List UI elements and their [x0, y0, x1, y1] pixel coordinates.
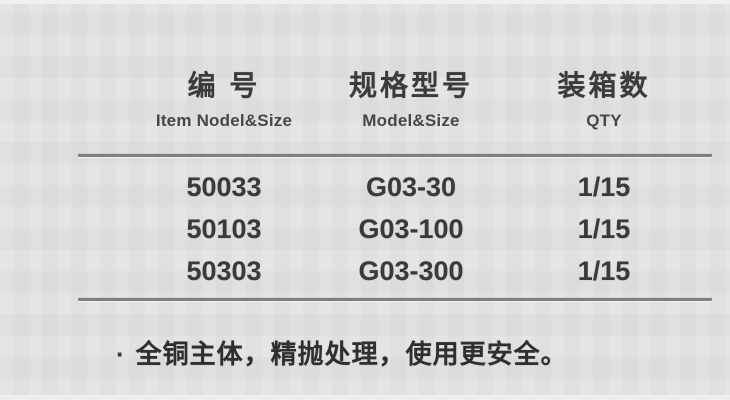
header-qty-zh: 装箱数: [557, 70, 651, 101]
table-bottom-rule: [78, 298, 712, 301]
qty-value: 1/15: [577, 172, 631, 202]
table-row: 50303 G03-300 1/15: [0, 250, 730, 292]
bullet-icon: ·: [116, 339, 126, 369]
feature-note-text: 全铜主体，精抛处理，使用更安全。: [135, 339, 568, 369]
model-value: G03-300: [358, 256, 464, 286]
model-value: G03-100: [358, 214, 464, 244]
qty-value: 1/15: [577, 214, 631, 244]
item-no-value: 50103: [186, 214, 262, 244]
model-value: G03-30: [365, 172, 457, 202]
item-no-value: 50303: [186, 256, 262, 286]
item-no-value: 50033: [186, 172, 262, 202]
header-model-size-zh: 规格型号: [348, 70, 474, 101]
header-qty: 装箱数 QTY: [557, 68, 650, 132]
header-qty-en: QTY: [586, 111, 622, 130]
table-row: 50103 G03-100 1/15: [0, 208, 730, 250]
header-item-no-zh: 编 号: [187, 70, 261, 101]
table-top-rule: [78, 154, 712, 157]
qty-value: 1/15: [577, 256, 631, 286]
header-model-size-en: Model&Size: [362, 111, 460, 130]
header-model-size: 规格型号 Model&Size: [349, 68, 473, 132]
feature-note: · 全铜主体，精抛处理，使用更安全。: [116, 334, 568, 371]
header-item-no-en: Item Nodel&Size: [155, 111, 293, 130]
top-edge-strip: [0, 0, 730, 4]
table-row: 50033 G03-30 1/15: [0, 166, 730, 208]
header-item-no: 编 号 Item Nodel&Size: [156, 68, 292, 132]
bottom-edge-strip: [0, 395, 730, 400]
